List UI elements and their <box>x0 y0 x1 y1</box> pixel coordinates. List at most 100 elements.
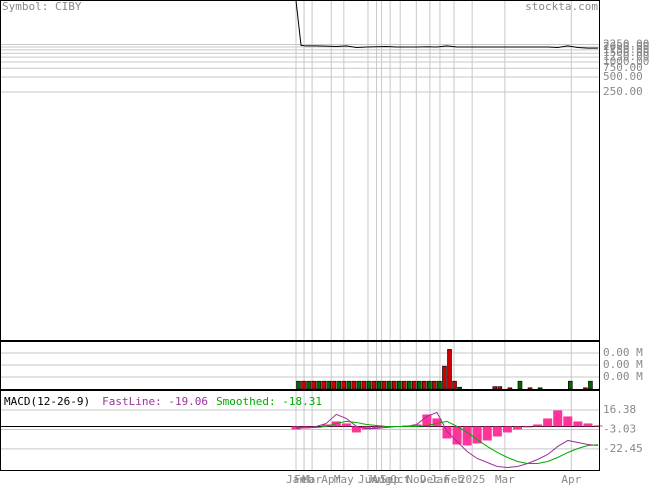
x-tick-label: Feb <box>294 473 314 486</box>
histogram-bar <box>412 424 422 427</box>
x-tick-label: May <box>334 473 354 486</box>
x-tick-label: Nov <box>406 473 426 486</box>
volume-bar <box>447 349 452 390</box>
volume-bar <box>366 380 372 390</box>
y-tick-label: 750.00 <box>603 61 643 74</box>
macd-title: MACD(12-26-9) <box>4 395 90 408</box>
volume-bar <box>497 386 503 390</box>
histogram-bar <box>482 426 492 441</box>
volume-bar <box>452 380 457 390</box>
volume-bar <box>406 380 412 390</box>
panel-frame <box>0 390 600 471</box>
volume-bar <box>311 380 316 390</box>
histogram-bar <box>351 426 361 433</box>
x-tick-label: Jul <box>367 473 387 486</box>
volume-bar <box>527 387 533 390</box>
y-tick-label: 1500.00 <box>603 46 649 59</box>
y-tick-label: 250.00 <box>603 85 643 98</box>
y-tick-label: -3.03 <box>603 422 636 435</box>
line <box>295 411 599 468</box>
volume-bar <box>427 380 432 390</box>
volume-bar <box>437 380 442 390</box>
volume-bar <box>537 387 543 390</box>
legend-entry: Smoothed: -18.31 <box>216 395 322 408</box>
volume-bar <box>341 380 347 390</box>
volume-bar <box>376 380 382 390</box>
volume-bar <box>306 380 311 390</box>
histogram-bar <box>472 426 482 444</box>
panel-frame <box>0 341 600 390</box>
volume-bar <box>336 380 342 390</box>
legend-entry: FastLine: -19.06 <box>102 395 208 408</box>
volume-bar <box>356 380 362 390</box>
y-tick-label: 2000.00 <box>603 40 649 53</box>
x-tick-label: Oct <box>390 473 410 486</box>
volume-bar <box>361 380 367 390</box>
volume-bar <box>396 380 402 390</box>
y-tick-label: 16.38 <box>603 403 636 416</box>
y-tick-label: 500.00 <box>603 70 643 83</box>
panel-frame <box>0 0 600 341</box>
histogram-bar <box>563 416 573 427</box>
x-tick-label: 2025 <box>459 473 486 486</box>
y-tick-label: 1000.00 <box>603 55 649 68</box>
y-tick-label: -22.45 <box>603 442 643 455</box>
volume-bar <box>432 380 437 390</box>
histogram-bar <box>341 423 351 427</box>
x-tick-label: Jan <box>286 473 306 486</box>
y-tick-label: 0.00 M <box>603 346 643 359</box>
histogram-bar <box>321 424 331 427</box>
x-tick-label: Sep <box>380 473 400 486</box>
volume-bar <box>301 380 306 390</box>
volume-bar <box>296 380 301 390</box>
volume-bar <box>386 380 392 390</box>
volume-bar <box>507 387 513 390</box>
histogram-bar <box>593 425 603 427</box>
histogram-bar <box>422 414 432 427</box>
histogram-bar <box>492 426 502 437</box>
line <box>296 420 599 464</box>
histogram-bar <box>432 418 442 427</box>
volume-bar <box>583 387 588 390</box>
x-tick-label: Apr <box>561 473 581 486</box>
x-tick-label: Dec <box>420 473 440 486</box>
x-tick-label: Apr <box>321 473 341 486</box>
volume-bar <box>316 380 321 390</box>
histogram-bar <box>523 426 533 428</box>
histogram-bar <box>543 418 553 427</box>
volume-bar <box>517 380 523 390</box>
volume-bar <box>416 380 422 390</box>
histogram-bar <box>553 410 563 427</box>
y-tick-label: 1250.00 <box>603 50 649 63</box>
volume-bar <box>391 380 397 390</box>
volume-bar <box>492 386 498 390</box>
histogram-bar <box>533 424 543 427</box>
line <box>295 0 598 49</box>
x-tick-label: Aug <box>372 473 392 486</box>
x-tick-label: Feb <box>444 473 464 486</box>
histogram-bar <box>573 421 583 427</box>
site: stockta.com <box>525 0 598 13</box>
volume-bar <box>326 380 332 390</box>
x-tick-label: Mar <box>302 473 322 486</box>
volume-bar <box>442 365 447 390</box>
histogram-bar <box>502 426 512 433</box>
y-tick-label: 1750.00 <box>603 43 649 56</box>
x-tick-label: Jan <box>430 473 450 486</box>
histogram-bar <box>512 426 522 430</box>
histogram-bar <box>462 426 472 446</box>
volume-bar <box>588 380 593 390</box>
y-tick-label: 0.00 M <box>603 370 643 383</box>
histogram-bar <box>583 423 593 427</box>
y-tick-label: 0.00 M <box>603 358 643 371</box>
volume-bar <box>381 380 387 390</box>
y-tick-label: 2250.00 <box>603 37 649 50</box>
histogram-bar <box>452 426 462 445</box>
volume-bar <box>457 386 462 390</box>
volume-bar <box>411 380 417 390</box>
volume-bar <box>331 380 337 390</box>
volume-bar <box>567 380 573 390</box>
x-tick-label: Jun <box>358 473 378 486</box>
